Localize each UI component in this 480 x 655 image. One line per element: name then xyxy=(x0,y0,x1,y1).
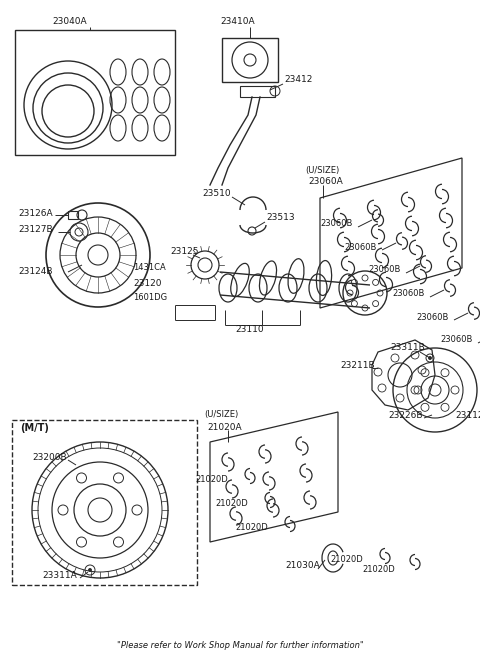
Text: 23200B: 23200B xyxy=(32,453,67,462)
Text: 21030A: 21030A xyxy=(285,561,320,571)
Bar xyxy=(222,38,278,82)
Text: 21020D: 21020D xyxy=(195,476,228,485)
Text: 23412: 23412 xyxy=(284,75,312,84)
Text: 23410A: 23410A xyxy=(220,18,254,26)
Text: 23124B: 23124B xyxy=(18,267,52,276)
Text: 21020D: 21020D xyxy=(362,565,395,574)
Circle shape xyxy=(88,569,92,572)
Text: 23060A: 23060A xyxy=(308,178,343,187)
Text: 23060B: 23060B xyxy=(416,312,448,322)
Text: 23120: 23120 xyxy=(133,278,161,288)
Text: 23126A: 23126A xyxy=(18,208,53,217)
Text: 23112: 23112 xyxy=(455,411,480,419)
Text: 23311B: 23311B xyxy=(390,343,425,352)
Bar xyxy=(240,86,275,97)
Bar xyxy=(15,30,175,155)
Text: 23311A: 23311A xyxy=(42,571,77,580)
Text: 21020D: 21020D xyxy=(330,555,363,565)
Text: 21020D: 21020D xyxy=(215,500,248,508)
Text: 23040A: 23040A xyxy=(52,18,86,26)
Text: 23060B: 23060B xyxy=(320,219,352,229)
Text: 23127B: 23127B xyxy=(18,225,53,234)
Text: 23510: 23510 xyxy=(202,189,230,198)
Text: 21020A: 21020A xyxy=(207,422,241,432)
Text: 21020D: 21020D xyxy=(235,523,268,533)
Text: 23110: 23110 xyxy=(235,326,264,335)
Bar xyxy=(68,211,78,219)
Text: 23060B: 23060B xyxy=(344,242,376,252)
Text: (M/T): (M/T) xyxy=(20,423,49,433)
Text: 23060B: 23060B xyxy=(368,265,400,274)
Text: 1601DG: 1601DG xyxy=(133,293,167,301)
Text: 23060B: 23060B xyxy=(392,290,424,299)
Text: 23513: 23513 xyxy=(266,214,295,223)
Text: 23060B: 23060B xyxy=(440,335,472,345)
Text: (U/SIZE): (U/SIZE) xyxy=(305,166,339,174)
Text: (U/SIZE): (U/SIZE) xyxy=(204,411,238,419)
Text: 23211B: 23211B xyxy=(340,360,374,369)
Text: "Please refer to Work Shop Manual for further information": "Please refer to Work Shop Manual for fu… xyxy=(117,641,363,650)
Text: 1431CA: 1431CA xyxy=(133,263,166,272)
Text: 23125: 23125 xyxy=(170,248,199,257)
Text: 23226B: 23226B xyxy=(388,411,422,419)
Circle shape xyxy=(429,356,432,360)
Bar xyxy=(12,420,197,585)
